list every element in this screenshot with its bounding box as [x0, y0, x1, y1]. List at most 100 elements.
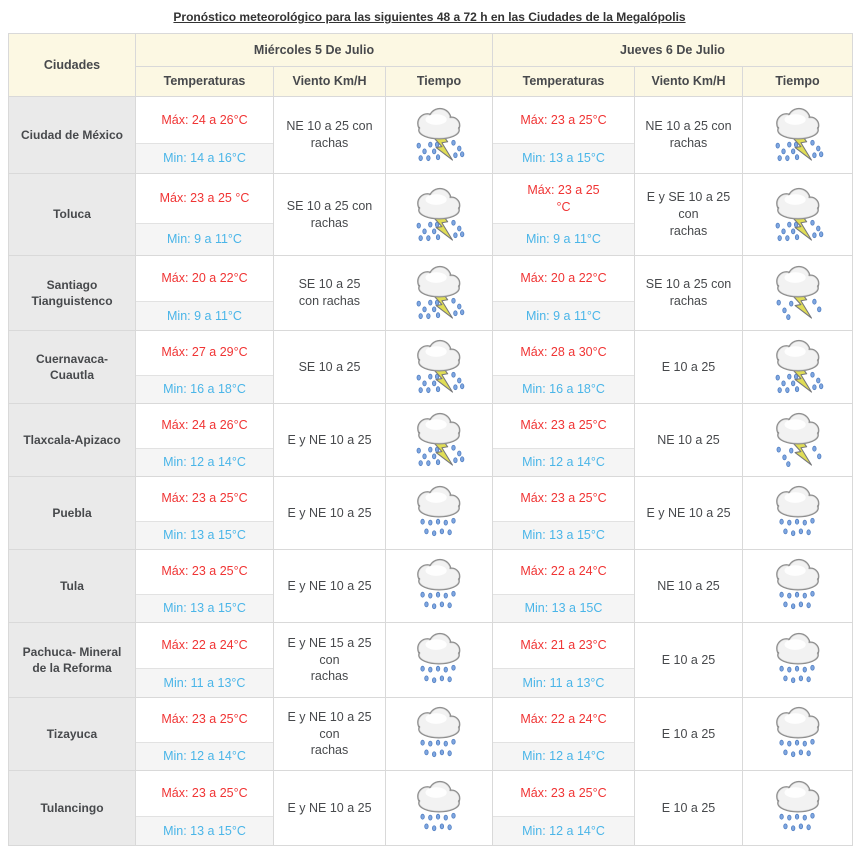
min-temperature: Min: 12 a 14°C: [493, 816, 634, 845]
rain-icon: [775, 706, 819, 758]
wind-forecast: E 10 a 25: [635, 331, 743, 404]
weather-icon-cell: [386, 477, 493, 550]
weather-icon-cell: [743, 331, 852, 404]
max-temperature: Máx: 23 a 25°C: [136, 771, 273, 817]
wind-forecast: E y NE 10 a 25: [274, 771, 386, 845]
raindrops: [420, 812, 456, 832]
weather-icon-cell: [386, 550, 493, 623]
forecast-table: Ciudades Miércoles 5 De Julio Jueves 6 D…: [8, 33, 853, 846]
cloud: [417, 706, 461, 739]
min-temperature: Min: 13 a 15°C: [493, 521, 634, 549]
city-name: Toluca: [9, 174, 136, 256]
weather-icon-cell: [386, 256, 493, 331]
temperature-cell: Máx: 23 a 25°C Min: 13 a 15°C: [493, 477, 635, 550]
max-temperature: Máx: 23 a 25°C: [136, 550, 273, 595]
temperature-cell: Máx: 22 a 24°C Min: 11 a 13°C: [136, 623, 274, 698]
max-temperature: Máx: 23 a 25°C: [493, 97, 634, 145]
temperature-cell: Máx: 23 a 25°C Min: 13 a 15°C: [136, 477, 274, 550]
cloud: [417, 632, 461, 665]
wind-forecast: NE 10 a 25 con rachas: [274, 97, 386, 174]
storm-heavy-icon: [416, 187, 465, 241]
min-temperature: Min: 13 a 15°C: [136, 816, 273, 845]
city-name: Pachuca- Mineral de la Reforma: [9, 623, 136, 698]
min-temperature: Min: 9 a 11°C: [493, 301, 634, 330]
storm-light-icon: [775, 412, 821, 468]
temperature-cell: Máx: 20 a 22°C Min: 9 a 11°C: [493, 256, 635, 331]
raindrops: [420, 517, 456, 537]
max-temperature: Máx: 23 a 25°C: [493, 771, 634, 817]
storm-heavy-icon: [416, 412, 465, 467]
cloud: [417, 780, 461, 813]
temperature-cell: Máx: 22 a 24°C Min: 12 a 14°C: [493, 698, 635, 771]
cloud: [417, 485, 461, 518]
min-temperature: Min: 12 a 14°C: [493, 742, 634, 770]
rain-icon: [775, 485, 819, 537]
cloud: [775, 706, 819, 739]
cloud: [775, 187, 819, 219]
raindrops: [416, 219, 465, 241]
wind-forecast: SE 10 a 25: [274, 331, 386, 404]
wind-forecast: E y SE 10 a 25 con rachas: [635, 174, 743, 256]
weather-icon-cell: [743, 256, 852, 331]
max-temperature: Máx: 23 a 25°C: [493, 404, 634, 449]
wind-forecast: E y NE 10 a 25: [274, 550, 386, 623]
wind-forecast: E y NE 10 a 25 con rachas: [274, 698, 386, 771]
storm-heavy-icon: [416, 339, 465, 394]
weather-icon-cell: [386, 698, 493, 771]
column-header-ciudades: Ciudades: [9, 34, 136, 97]
column-header-temperaturas-miercoles: Temperaturas: [136, 67, 274, 97]
cloud: [775, 107, 819, 140]
cloud: [775, 485, 819, 518]
max-temperature: Máx: 20 a 22°C: [136, 256, 273, 302]
raindrops: [416, 444, 465, 467]
weather-icon-cell: [743, 623, 852, 698]
temperature-cell: Máx: 23 a 25°C Min: 12 a 14°C: [136, 698, 274, 771]
storm-heavy-icon: [416, 265, 465, 320]
max-temperature: Máx: 21 a 23°C: [493, 623, 634, 669]
cloud: [775, 558, 819, 591]
min-temperature: Min: 14 a 16°C: [136, 144, 273, 173]
max-temperature: Máx: 23 a 25°C: [136, 477, 273, 522]
raindrops: [775, 219, 823, 241]
min-temperature: Min: 9 a 11°C: [136, 301, 273, 330]
wind-forecast: NE 10 a 25: [635, 404, 743, 477]
weather-icon-cell: [743, 550, 852, 623]
temperature-cell: Máx: 23 a 25°C Min: 13 a 15°C: [493, 97, 635, 174]
min-temperature: Min: 13 a 15°C: [493, 144, 634, 173]
day-header-jueves: Jueves 6 De Julio: [493, 34, 852, 67]
temperature-cell: Máx: 23 a 25 °C Min: 9 a 11°C: [493, 174, 635, 256]
city-name: Tizayuca: [9, 698, 136, 771]
cloud: [417, 558, 461, 591]
cloud: [417, 187, 461, 219]
weather-icon-cell: [386, 771, 493, 845]
temperature-cell: Máx: 23 a 25°C Min: 13 a 15°C: [136, 550, 274, 623]
temperature-cell: Máx: 23 a 25 °C Min: 9 a 11°C: [136, 174, 274, 256]
cloud: [775, 412, 819, 445]
weather-icon-cell: [386, 404, 493, 477]
weather-icon-cell: [386, 623, 493, 698]
page-title: Pronóstico meteorológico para las siguie…: [173, 10, 686, 24]
temperature-cell: Máx: 21 a 23°C Min: 11 a 13°C: [493, 623, 635, 698]
max-temperature: Máx: 23 a 25 °C: [136, 174, 273, 225]
raindrops: [778, 812, 815, 832]
max-temperature: Máx: 24 a 26°C: [136, 97, 273, 145]
max-temperature: Máx: 22 a 24°C: [493, 550, 634, 595]
max-temperature: Máx: 23 a 25°C: [136, 698, 273, 743]
city-name: Ciudad de México: [9, 97, 136, 174]
temperature-cell: Máx: 23 a 25°C Min: 12 a 14°C: [493, 404, 635, 477]
weather-icon-cell: [743, 174, 852, 256]
min-temperature: Min: 9 a 11°C: [136, 224, 273, 255]
column-header-viento-jueves: Viento Km/H: [635, 67, 743, 97]
weather-icon-cell: [743, 698, 852, 771]
min-temperature: Min: 11 a 13°C: [136, 668, 273, 697]
rain-icon: [417, 558, 461, 610]
temperature-cell: Máx: 22 a 24°C Min: 13 a 15C: [493, 550, 635, 623]
city-name: Tula: [9, 550, 136, 623]
min-temperature: Min: 13 a 15°C: [136, 521, 273, 549]
raindrops: [775, 371, 823, 394]
raindrops: [416, 139, 465, 162]
cloud: [775, 339, 819, 372]
raindrops: [416, 371, 465, 394]
storm-heavy-icon: [775, 187, 823, 241]
column-header-tiempo-miercoles: Tiempo: [386, 67, 493, 97]
